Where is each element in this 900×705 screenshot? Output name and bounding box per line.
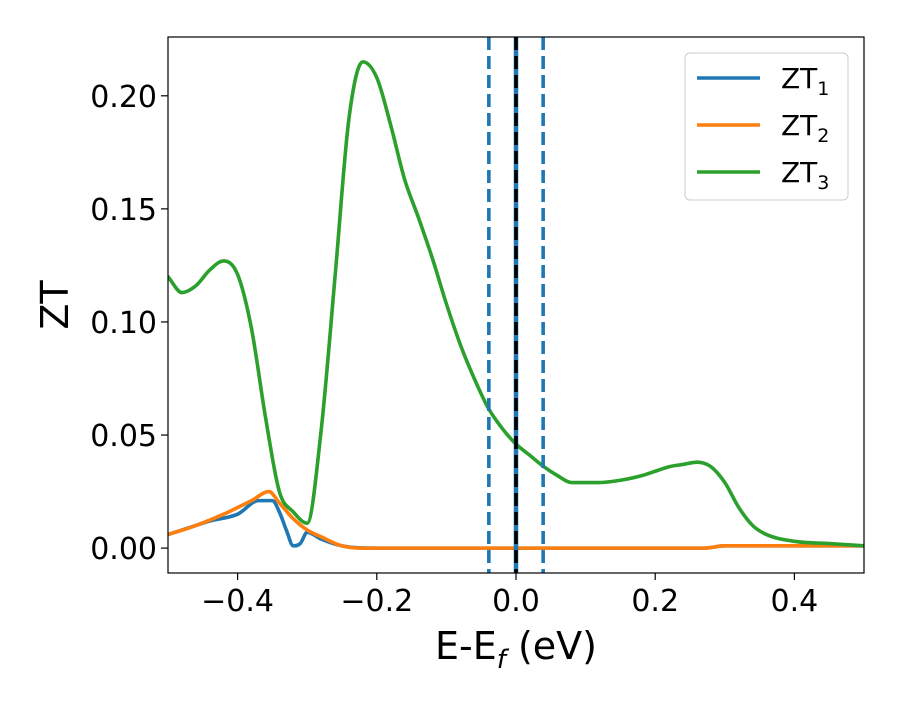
x-tick-label: 0.4 (771, 584, 819, 619)
x-axis-label-unit: (eV) (506, 624, 597, 668)
series-line-zt2 (168, 489, 864, 550)
x-axis-label: E-Ef (eV) (435, 624, 597, 675)
y-tick-label: 0.00 (90, 532, 157, 567)
x-tick-label: 0.0 (492, 584, 540, 619)
y-tick-label: 0.20 (90, 80, 157, 115)
series-line-zt3 (168, 60, 864, 548)
series-layer (168, 60, 864, 550)
legend-label-zt2: ZT2 (781, 109, 829, 147)
reference-lines (487, 37, 545, 573)
y-axis: 0.00 0.05 0.10 0.15 0.20 (90, 80, 168, 567)
y-axis-label: ZT (33, 280, 77, 330)
x-axis: −0.4 −0.2 0.0 0.2 0.4 (201, 573, 818, 619)
x-axis-label-main: E-E (435, 624, 497, 668)
legend: ZT1 ZT2 ZT3 (684, 52, 849, 201)
legend-label-zt3: ZT3 (781, 156, 829, 194)
legend-label-zt1: ZT1 (781, 62, 829, 100)
legend-box (684, 52, 849, 201)
y-tick-label: 0.05 (90, 419, 157, 454)
y-tick-label: 0.10 (90, 306, 157, 341)
x-tick-label: −0.4 (201, 584, 274, 619)
x-tick-label: −0.2 (340, 584, 413, 619)
y-tick-label: 0.15 (90, 193, 157, 228)
x-tick-label: 0.2 (631, 584, 679, 619)
